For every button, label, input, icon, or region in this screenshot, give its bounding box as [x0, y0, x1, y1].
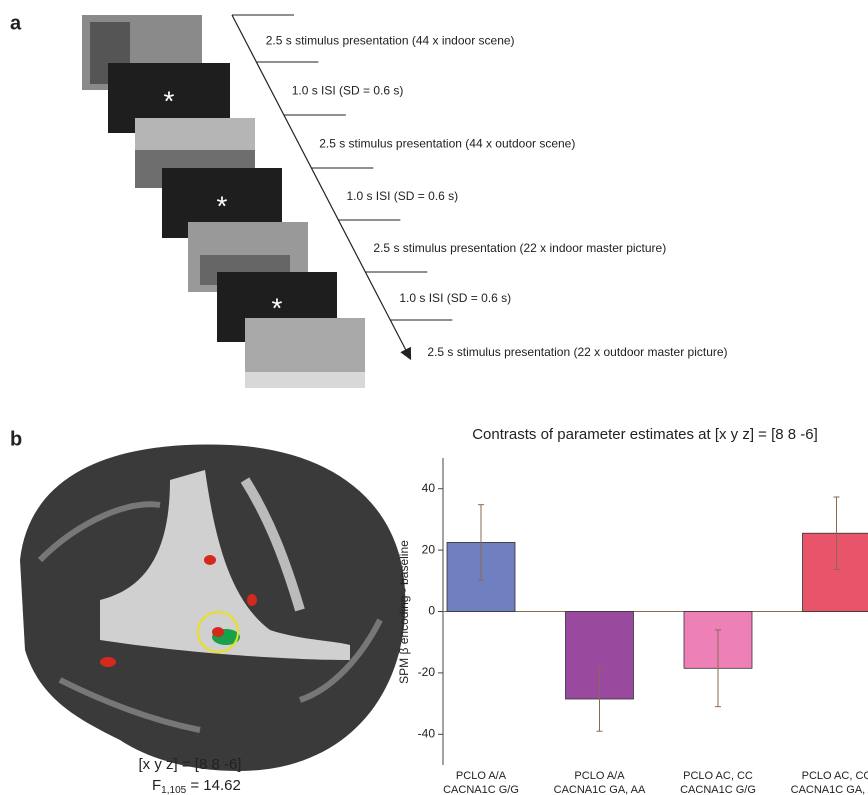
stat-symbol: F	[152, 777, 161, 794]
chart-title: Contrasts of parameter estimates at [x y…	[472, 426, 818, 443]
brain-statistic: F1,105 = 14.62	[152, 777, 241, 795]
x-tick-label: CACNA1C G/G	[680, 784, 756, 795]
timeline-step: 1.0 s ISI (SD = 0.6 s)	[399, 291, 511, 305]
timeline-step: 1.0 s ISI (SD = 0.6 s)	[346, 189, 458, 203]
y-tick-label: 40	[422, 481, 436, 495]
photo-detail	[245, 372, 365, 388]
x-tick-label: PCLO A/A	[574, 770, 625, 782]
timeline-step: 2.5 s stimulus presentation (44 x outdoo…	[319, 137, 575, 151]
y-tick-label: -40	[418, 726, 436, 740]
stimuli: * * *	[82, 15, 365, 388]
fixation: *	[272, 292, 283, 323]
brain-image	[20, 444, 406, 771]
stat-subscript: 1,105	[161, 785, 186, 795]
y-axis-label: SPM β encoding - baseline	[397, 540, 411, 684]
x-tick-label: CACNA1C GA, AA	[554, 784, 646, 795]
stat-value: = 14.62	[186, 777, 241, 794]
timeline-axis	[231, 14, 412, 361]
panel-label: b	[10, 428, 22, 450]
timeline-step: 2.5 s stimulus presentation (22 x indoor…	[373, 241, 666, 255]
panel-label: a	[10, 12, 22, 34]
y-tick-label: 20	[422, 542, 436, 556]
x-tick-label: PCLO AC, CC	[802, 770, 868, 782]
chart: 40 20 0 -20 -40 PCLO A/A CACNA1C G/G PCLO A/A CA…	[418, 458, 868, 795]
timeline-step: 1.0 s ISI (SD = 0.6 s)	[292, 84, 404, 98]
bar	[802, 532, 868, 612]
brain-coordinates: [x y z] = [8 8 -6]	[139, 756, 242, 773]
y-tick-label: -20	[418, 665, 436, 679]
timeline-step: 2.5 s stimulus presentation (44 x indoor…	[266, 34, 515, 48]
x-tick-label: PCLO A/A	[456, 770, 507, 782]
x-tick-label: CACNA1C G/G	[443, 784, 519, 795]
fixation: *	[164, 85, 175, 116]
x-tick-label: CACNA1C GA, AA	[791, 784, 868, 795]
y-tick-label: 0	[428, 604, 435, 618]
timeline-step: 2.5 s stimulus presentation (22 x outdoo…	[427, 345, 727, 359]
fixation: *	[217, 190, 228, 221]
x-tick-label: PCLO AC, CC	[683, 770, 753, 782]
timeline: 2.5 s stimulus presentation (44 x indoor…	[232, 14, 728, 359]
